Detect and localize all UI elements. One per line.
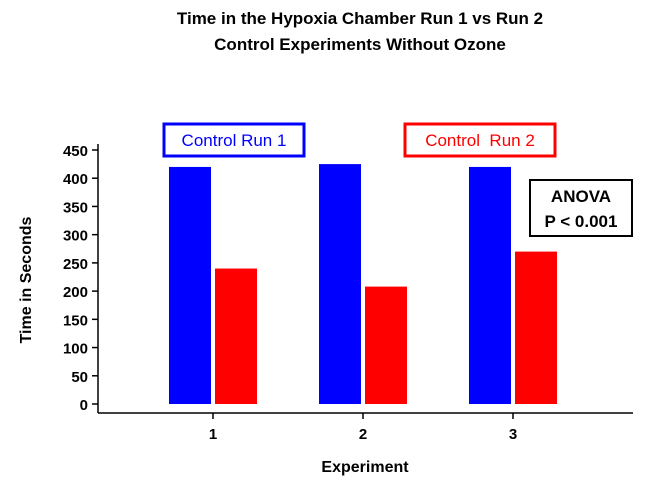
y-axis-label: Time in Seconds — [18, 216, 35, 343]
y-tick-label: 450 — [63, 143, 88, 160]
plot-area: 0 50 100 150 200 250 300 350 400 450 1 2 3 — [63, 143, 633, 443]
legend-box-run-1 — [162, 122, 306, 158]
y-tick-label: 50 — [71, 369, 88, 386]
chart-subtitle: Control Experiments Without Ozone — [214, 35, 506, 54]
bar-2-exp-2 — [365, 286, 407, 404]
y-tick-label: 0 — [80, 397, 88, 414]
bar-2-exp-3 — [515, 251, 557, 404]
bar-1-exp-1 — [169, 166, 211, 404]
anova-line-1: ANOVA — [551, 187, 611, 206]
y-tick-label: 250 — [63, 256, 88, 273]
legend-label-run-1: Control Run 1 — [182, 131, 287, 150]
x-axis-label: Experiment — [321, 459, 409, 476]
y-tick-label: 200 — [63, 284, 88, 301]
bar-1-exp-2 — [319, 164, 361, 404]
bar-1-exp-3 — [469, 166, 511, 404]
anova-line-2: P < 0.001 — [545, 212, 618, 231]
y-tick-label: 150 — [63, 312, 88, 329]
y-tick-label: 350 — [63, 199, 88, 216]
y-tick-label: 300 — [63, 228, 88, 245]
x-tick-label: 1 — [209, 426, 217, 443]
anova-box — [529, 179, 633, 237]
chart-title: Time in the Hypoxia Chamber Run 1 vs Run… — [177, 9, 543, 28]
legend-box-run-2 — [403, 122, 557, 158]
y-tick-label: 100 — [63, 341, 88, 358]
y-tick-label: 400 — [63, 171, 88, 188]
bar-2-exp-1 — [215, 268, 257, 404]
x-tick-label: 2 — [359, 426, 367, 443]
legend-label-run-2: Control Run 2 — [425, 131, 535, 150]
x-tick-label: 3 — [509, 426, 517, 443]
